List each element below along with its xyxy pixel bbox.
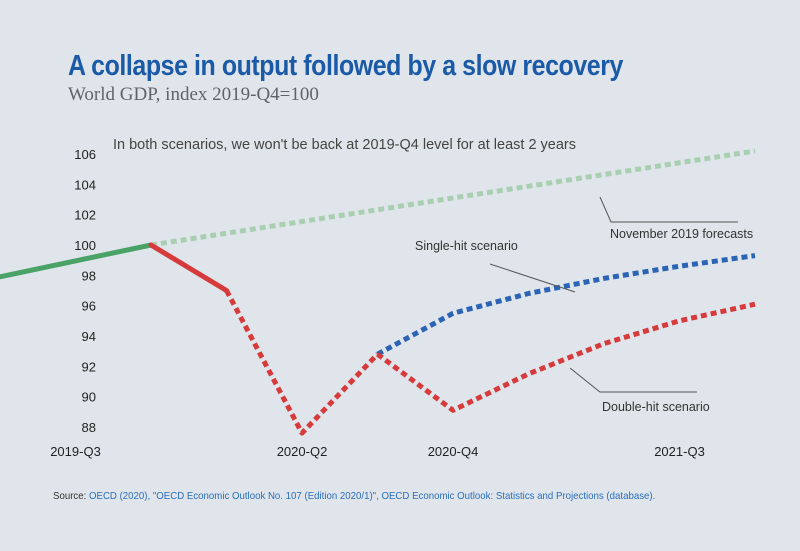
series-line-history <box>0 242 154 280</box>
series-layer <box>0 148 756 436</box>
y-tick-label: 90 <box>82 390 96 405</box>
annotation-leader-line <box>599 196 738 223</box>
x-tick-label: 2020-Q2 <box>277 444 328 459</box>
y-tick-label: 92 <box>82 359 96 374</box>
annotation-leader-line <box>569 367 697 393</box>
source-label: Source: <box>53 490 89 502</box>
y-tick-label: 98 <box>82 268 96 283</box>
y-tick-label: 104 <box>74 177 96 192</box>
annotation-label: Double-hit scenario <box>602 400 710 414</box>
source-link[interactable]: OECD (2020), "OECD Economic Outlook No. … <box>88 490 656 502</box>
series-line-common-drop <box>224 289 380 436</box>
series-line-single-hit <box>376 253 756 357</box>
series-line-forecast <box>150 148 756 248</box>
chart-note: In both scenarios, we won't be back at 2… <box>113 137 576 153</box>
source-note: Source: OECD (2020), "OECD Economic Outl… <box>53 490 655 502</box>
y-tick-label: 94 <box>82 329 96 344</box>
x-tick-label: 2019-Q3 <box>50 444 101 459</box>
chart-title: A collapse in output followed by a slow … <box>68 50 623 82</box>
annotation-layer: November 2019 forecasts Single-hit scenar… <box>415 196 753 414</box>
y-tick-label: 88 <box>82 420 96 435</box>
y-tick-label: 100 <box>74 238 96 253</box>
y-tick-label: 102 <box>74 208 96 223</box>
y-tick-label: 106 <box>74 147 96 162</box>
annotation-label: Single-hit scenario <box>415 239 518 253</box>
chart-subtitle: World GDP, index 2019-Q4=100 <box>68 84 319 105</box>
x-tick-label: 2021-Q3 <box>654 444 705 459</box>
series-line-double-hit <box>376 301 756 413</box>
y-axis: 88 90 92 94 96 98 100 102 104 106 <box>74 147 96 435</box>
annotation-leader-line <box>489 263 576 293</box>
x-axis: 2019-Q3 2020-Q2 2020-Q4 2021-Q3 <box>50 444 705 459</box>
y-tick-label: 96 <box>82 299 96 314</box>
annotation-label: November 2019 forecasts <box>610 227 753 241</box>
x-tick-label: 2020-Q4 <box>428 444 479 459</box>
series-line-shock <box>148 242 229 293</box>
